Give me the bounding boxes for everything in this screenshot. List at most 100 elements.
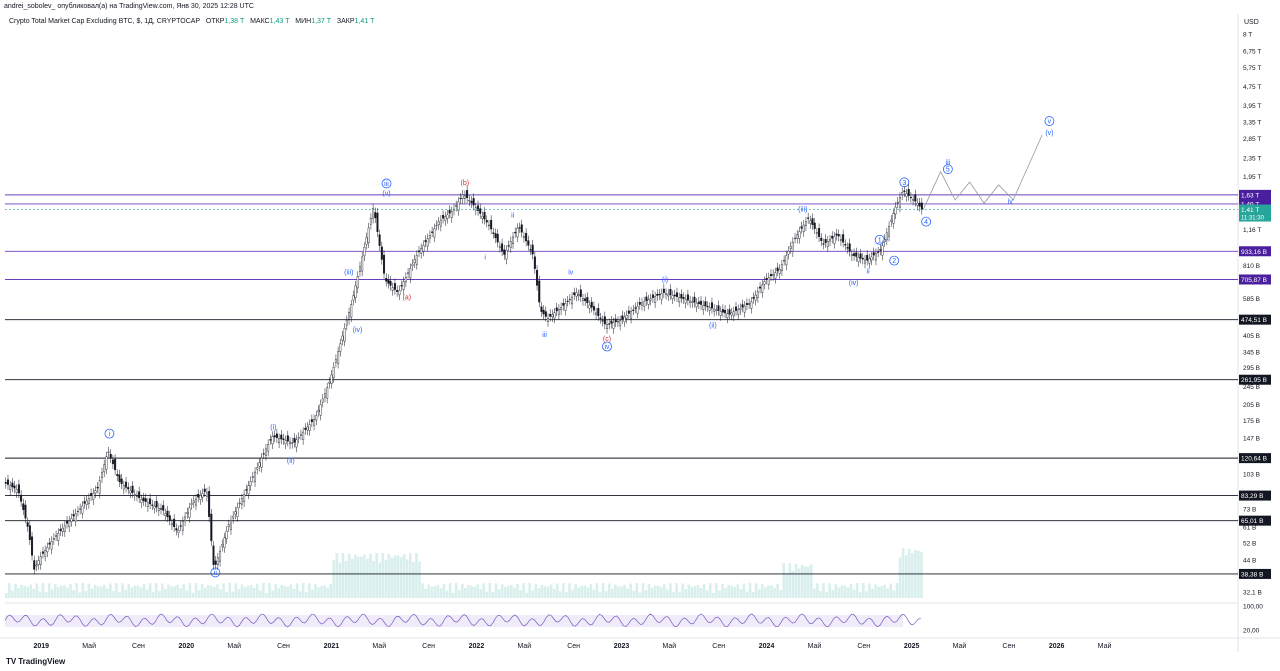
candle-body	[721, 309, 724, 313]
candle-body	[496, 233, 499, 243]
time-tick-label: Сен	[277, 643, 290, 650]
candle-body	[877, 251, 880, 253]
current-price-label: 1,41 T	[1241, 207, 1259, 214]
volume-bar	[858, 592, 862, 598]
candle-body	[450, 211, 453, 218]
candle-body	[271, 436, 274, 445]
time-tick-label: Май	[517, 642, 531, 650]
volume-bar	[519, 590, 522, 598]
candle-body	[59, 528, 62, 531]
volume-bar	[623, 584, 626, 598]
candle-body	[116, 474, 119, 477]
volume-bar	[727, 585, 730, 598]
volume-bar	[822, 583, 825, 598]
volume-bar	[901, 548, 905, 598]
candle-body	[874, 253, 877, 261]
level-price-label: 705,87 B	[1241, 277, 1267, 284]
candle-body	[918, 202, 921, 207]
ohlc-high-label: МАКС	[250, 18, 270, 25]
volume-bar	[409, 553, 412, 598]
volume-bar	[308, 583, 311, 598]
volume-bar	[693, 586, 697, 598]
wave-label: i	[484, 255, 486, 262]
volume-bar	[907, 548, 911, 598]
candle-body	[509, 241, 512, 248]
candle-body	[616, 321, 619, 323]
candle-body	[179, 525, 182, 527]
candle-body	[857, 257, 860, 262]
brand-name: TradingView	[18, 657, 66, 666]
candle-body	[26, 522, 29, 527]
candle-body	[234, 511, 237, 515]
candle-body	[216, 557, 219, 565]
volume-bar	[78, 592, 82, 598]
volume-bar	[142, 584, 146, 598]
candle-body	[892, 213, 895, 224]
candle-body	[544, 311, 547, 317]
symbol-title[interactable]: Crypto Total Market Cap Excluding BTC, $…	[9, 18, 200, 25]
volume-bar	[329, 583, 333, 598]
volume-bar	[574, 584, 577, 598]
candle-body	[732, 311, 735, 317]
candle-body	[203, 488, 206, 492]
candle-body	[37, 560, 40, 565]
price-tick-label: 585 B	[1243, 296, 1260, 303]
volume-bar	[898, 557, 902, 598]
time-tick-label: Сен	[422, 643, 435, 650]
volume-bar	[439, 588, 443, 598]
volume-bar	[69, 583, 72, 598]
candle-body	[422, 245, 425, 252]
volume-bar	[629, 583, 632, 598]
volume-bar	[565, 592, 568, 598]
candle-body	[765, 278, 768, 280]
time-tick-label: 2023	[614, 643, 630, 650]
volume-bar	[47, 583, 51, 598]
candle-body	[461, 194, 464, 199]
candle-body	[492, 232, 495, 234]
candle-body	[855, 252, 858, 257]
candle-body	[157, 507, 160, 511]
candle-body	[470, 200, 473, 203]
volume-bar	[715, 583, 718, 598]
candle-body	[299, 434, 302, 436]
volume-bar	[194, 583, 198, 598]
candle-body	[708, 307, 711, 311]
candle-body	[839, 238, 842, 241]
volume-bar	[699, 588, 703, 598]
candle-body	[199, 495, 202, 500]
volume-bar	[87, 583, 91, 598]
candle-body	[92, 492, 95, 500]
volume-bar	[255, 583, 259, 598]
volume-bar	[534, 583, 538, 598]
candle-body	[365, 237, 368, 245]
volume-bar	[920, 552, 923, 598]
candle-body	[813, 222, 816, 229]
candle-body	[807, 217, 810, 219]
volume-bar	[115, 583, 118, 598]
candle-body	[20, 494, 23, 502]
candle-body	[837, 234, 840, 237]
volume-bar	[292, 588, 296, 598]
volume-bar	[277, 588, 281, 598]
candle-body	[219, 550, 222, 562]
candle-body	[455, 205, 458, 207]
candle-body	[221, 544, 224, 547]
candle-body	[358, 266, 361, 272]
wave-label-circle	[210, 567, 221, 578]
candle-body	[783, 260, 786, 262]
candle-body	[800, 226, 803, 229]
candle-body	[503, 249, 506, 255]
candle-body	[282, 438, 285, 440]
tradingview-brand[interactable]: TV TradingView	[6, 657, 65, 666]
time-tick-label: 2022	[469, 643, 485, 650]
candle-body	[579, 289, 582, 297]
candle-body	[245, 489, 248, 491]
candle-body	[693, 296, 696, 303]
candle-body	[512, 236, 515, 244]
volume-bar	[188, 583, 192, 598]
candle-body	[68, 520, 71, 528]
volume-bar	[589, 584, 593, 598]
price-tick-label: 345 B	[1243, 349, 1260, 356]
candle-body	[262, 453, 265, 455]
